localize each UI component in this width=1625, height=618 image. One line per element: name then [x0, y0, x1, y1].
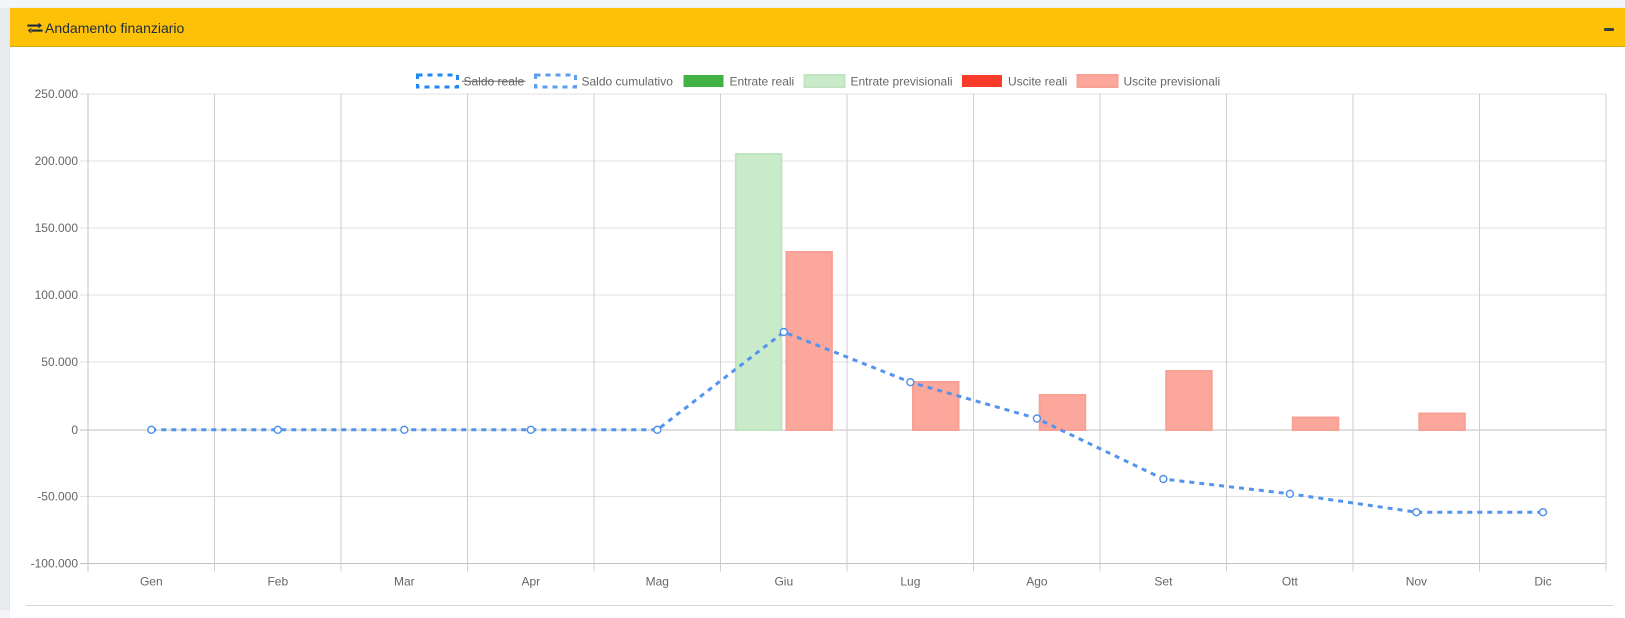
svg-text:50.000: 50.000 [41, 355, 78, 369]
svg-text:Mag: Mag [646, 575, 669, 589]
svg-text:0: 0 [71, 423, 78, 437]
svg-text:Entrate previsionali: Entrate previsionali [851, 74, 953, 88]
svg-text:Saldo cumulativo: Saldo cumulativo [582, 74, 674, 88]
svg-text:-50.000: -50.000 [37, 490, 78, 504]
svg-text:Dic: Dic [1534, 575, 1551, 589]
svg-text:Ott: Ott [1282, 575, 1299, 589]
svg-text:100.000: 100.000 [35, 288, 79, 302]
svg-text:Mar: Mar [394, 575, 415, 589]
svg-text:Apr: Apr [521, 575, 540, 589]
svg-text:Ago: Ago [1026, 575, 1048, 589]
svg-text:Gen: Gen [140, 575, 163, 589]
svg-text:Set: Set [1154, 575, 1173, 589]
svg-text:200.000: 200.000 [35, 154, 79, 168]
svg-text:Giu: Giu [774, 575, 793, 589]
svg-text:-100.000: -100.000 [31, 557, 79, 571]
svg-text:Uscite reali: Uscite reali [1008, 74, 1067, 88]
svg-text:250.000: 250.000 [35, 87, 79, 101]
svg-text:150.000: 150.000 [35, 221, 79, 235]
svg-text:Nov: Nov [1406, 575, 1427, 589]
svg-text:Uscite previsionali: Uscite previsionali [1124, 74, 1221, 88]
svg-text:Entrate reali: Entrate reali [730, 74, 795, 88]
svg-text:Lug: Lug [900, 575, 920, 589]
svg-text:Feb: Feb [267, 575, 288, 589]
